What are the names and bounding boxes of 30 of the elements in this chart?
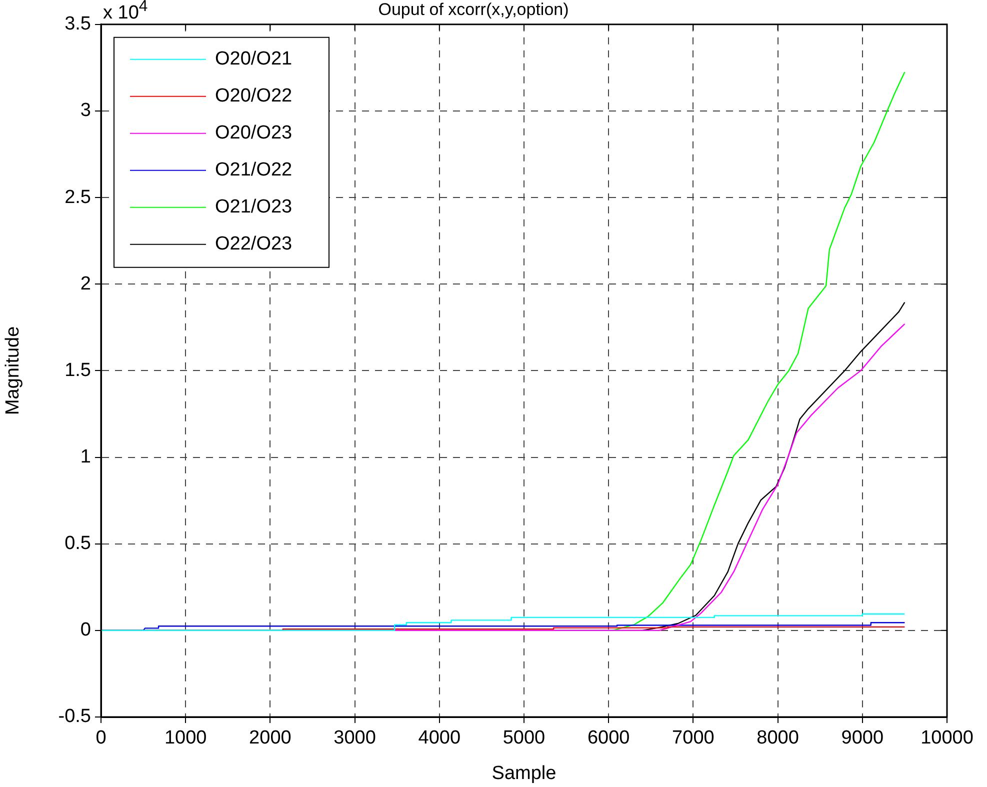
x-tick-label: 2000: [249, 728, 292, 749]
x-axis-title: Sample: [492, 762, 556, 784]
legend-label: O20/O23: [215, 122, 292, 144]
y-axis-title: Magnitude: [2, 326, 24, 416]
x-tick-label: 0: [96, 728, 106, 749]
y-tick-label: 0: [80, 620, 91, 641]
y-tick-label: 1: [80, 446, 91, 468]
y-tick-label: 2: [80, 273, 91, 294]
y-tick-label: 0.5: [64, 533, 91, 554]
y-tick-label: 3: [80, 100, 91, 122]
x-tick-label: 6000: [587, 728, 630, 749]
y-tick-label: 3.5: [64, 14, 91, 35]
x-tick-label: 10000: [920, 728, 974, 749]
chart-title: Ouput of xcorr(x,y,option): [378, 0, 569, 19]
x-tick-label: 9000: [841, 728, 884, 749]
x-tick-label: 7000: [672, 728, 714, 749]
x-tick-label: 1000: [164, 728, 207, 749]
y-tick-label: -0.5: [58, 706, 91, 728]
x-tick-label: 5000: [502, 728, 546, 749]
x-tick-label: 3000: [334, 728, 376, 749]
legend-label: O22/O23: [215, 234, 292, 255]
legend-label: O20/O22: [215, 86, 292, 107]
legend-label: O21/O22: [215, 160, 292, 181]
legend-label: O20/O21: [215, 48, 292, 70]
text: x 10$^{4}$: [103, 0, 148, 24]
y-tick-label: 2.5: [64, 186, 91, 208]
y-tick-label: 1.5: [64, 360, 91, 381]
legend-label: O21/O23: [215, 196, 292, 218]
x-tick-label: 4000: [418, 728, 461, 749]
x-tick-label: 8000: [756, 728, 799, 749]
